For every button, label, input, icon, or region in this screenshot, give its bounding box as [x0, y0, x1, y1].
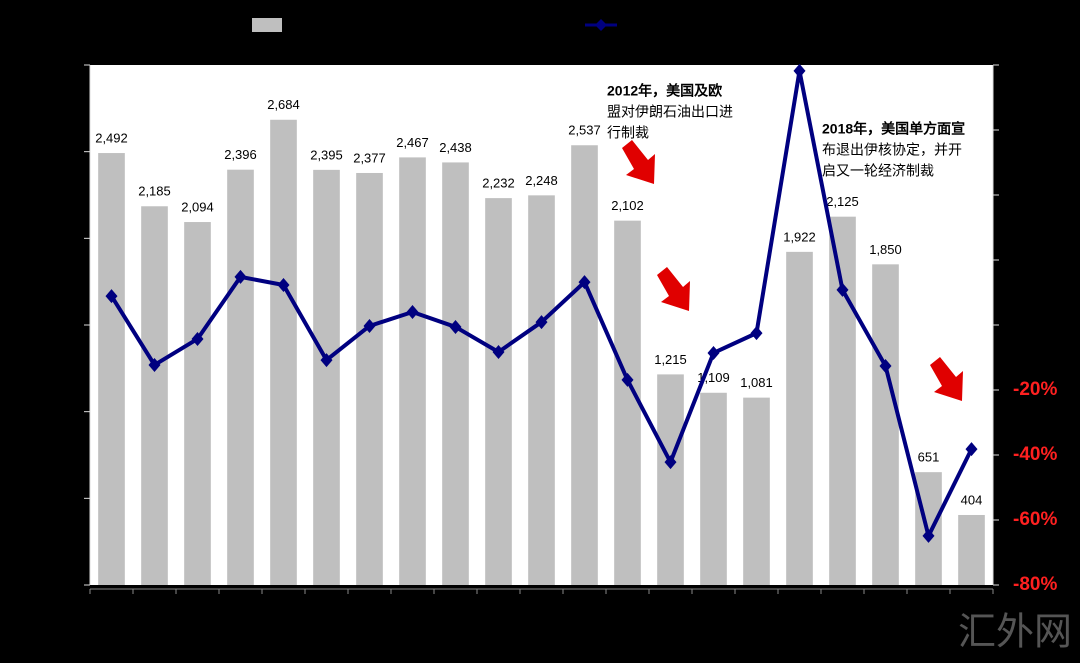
- marker: [879, 358, 892, 373]
- bar: [571, 145, 598, 585]
- y-tick-label: 0: [72, 576, 80, 592]
- bar: [98, 153, 125, 585]
- value-label: 2,467: [396, 135, 429, 150]
- bar: [141, 206, 168, 585]
- marker: [320, 353, 333, 368]
- marker: [191, 331, 204, 346]
- annotation: 盟对伊朗石油出口进: [607, 104, 733, 120]
- marker: [492, 344, 505, 359]
- bar: [829, 216, 856, 585]
- annotation: 行制裁: [607, 125, 649, 141]
- marker: [449, 319, 462, 334]
- y2-tick-label: 0%: [1013, 314, 1041, 335]
- marker: [105, 289, 118, 304]
- y-tick-label: 2000: [49, 229, 80, 245]
- value-label: 2,492: [95, 130, 128, 145]
- marker: [363, 318, 376, 333]
- y2-tick-label: -20%: [1013, 379, 1057, 400]
- marker: [922, 528, 935, 543]
- value-label: 2,684: [267, 97, 300, 112]
- marker: [234, 269, 247, 284]
- bar: [958, 514, 985, 585]
- y2-tick-label: -80%: [1013, 574, 1057, 595]
- value-label: 2,377: [353, 150, 386, 165]
- y2-tick-label: -40%: [1013, 444, 1057, 465]
- value-label: 404: [961, 492, 983, 507]
- y-tick-label: 500: [57, 489, 81, 505]
- y-tick-label: 3000: [49, 56, 80, 72]
- value-label: 1,922: [783, 229, 816, 244]
- value-label: 2,125: [826, 194, 859, 209]
- annotation: 启又一轮经济制裁: [822, 163, 934, 179]
- value-label: 2,395: [310, 147, 343, 162]
- y2-tick-label: 20%: [1013, 249, 1051, 270]
- bar: [356, 172, 383, 585]
- annotation: 布退出伊核协定，并开: [822, 142, 962, 158]
- bar: [270, 119, 297, 586]
- bar: [743, 397, 770, 585]
- value-label: 2,232: [482, 176, 515, 191]
- value-label: 2,248: [525, 173, 558, 188]
- y2-tick-label: 80%: [1013, 54, 1051, 75]
- legend-marker: [595, 19, 607, 31]
- marker: [965, 442, 978, 457]
- value-label: 2,094: [181, 199, 214, 214]
- arrow: [622, 140, 655, 184]
- marker: [406, 305, 419, 319]
- y-tick-label: 1500: [49, 316, 80, 332]
- value-label: 651: [918, 450, 940, 465]
- y-tick-label: 1000: [49, 402, 80, 418]
- marker: [793, 63, 806, 78]
- bar: [700, 392, 727, 585]
- arrow: [930, 357, 963, 401]
- marker: [277, 278, 290, 293]
- value-label: 2,102: [611, 198, 644, 213]
- bar: [657, 374, 684, 585]
- marker: [836, 282, 849, 297]
- value-label: 1,081: [740, 375, 773, 390]
- value-label: 2,396: [224, 147, 257, 162]
- marker: [664, 455, 677, 470]
- bar: [399, 157, 426, 586]
- annotation: 2018年，美国单方面宣: [822, 121, 965, 137]
- arrows: [622, 140, 963, 401]
- legend-swatch: [252, 18, 282, 32]
- bar: [614, 220, 641, 586]
- arrow: [657, 267, 690, 311]
- bar: [786, 251, 813, 585]
- bar: [872, 264, 899, 585]
- marker: [535, 315, 548, 330]
- bar: [442, 162, 469, 585]
- value-label: 1,215: [654, 352, 687, 367]
- annotation: 2012年，美国及欧: [607, 83, 722, 99]
- marker: [707, 345, 720, 360]
- y-tick-label: 2500: [49, 142, 80, 158]
- y2-tick-label: -60%: [1013, 509, 1057, 530]
- watermark: 汇外网: [958, 610, 1072, 654]
- bar: [313, 169, 340, 585]
- marker: [750, 326, 763, 341]
- value-label: 1,850: [869, 242, 902, 257]
- marker: [148, 357, 161, 372]
- bar: [485, 198, 512, 585]
- y2-tick-label: 40%: [1013, 184, 1051, 205]
- value-label: 2,438: [439, 140, 472, 155]
- bar: [528, 195, 555, 585]
- marker: [621, 372, 634, 387]
- bar: [184, 222, 211, 586]
- value-label: 2,537: [568, 123, 601, 138]
- marker: [578, 275, 591, 290]
- bar: [227, 169, 254, 585]
- y2-tick-label: 60%: [1013, 119, 1051, 140]
- value-label: 2,185: [138, 184, 171, 199]
